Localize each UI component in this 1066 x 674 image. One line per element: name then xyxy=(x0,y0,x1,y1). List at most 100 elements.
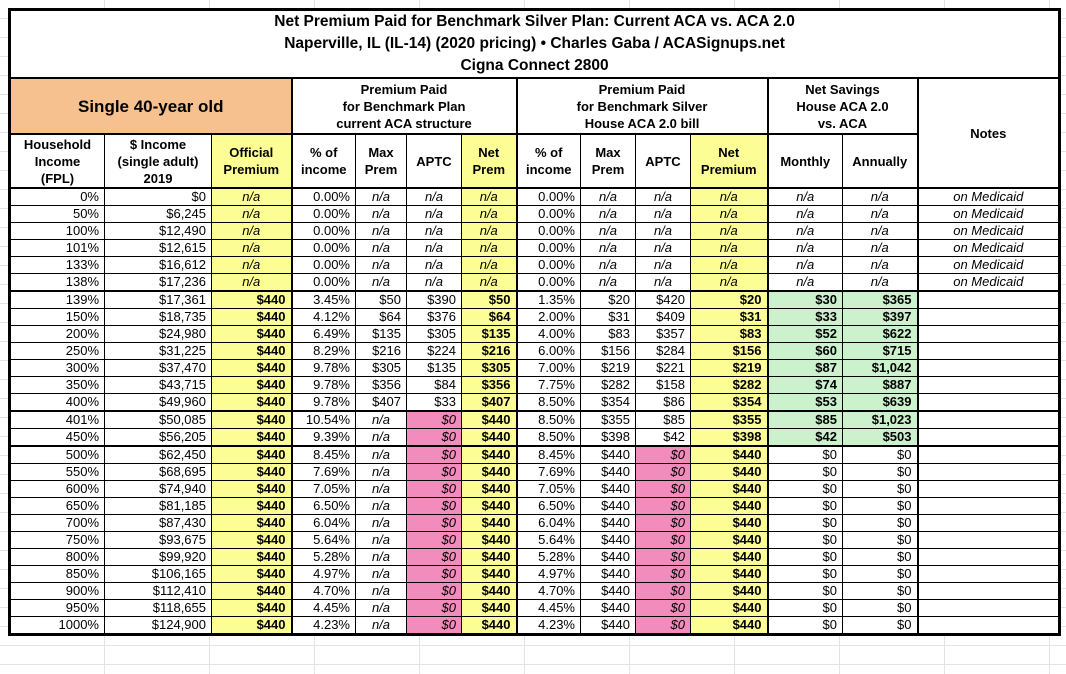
cell: $0 xyxy=(842,599,918,617)
col-header-official-premium: Official Premium xyxy=(211,133,292,189)
cell: $355 xyxy=(580,410,636,429)
cell: n/a xyxy=(355,187,407,206)
cell: 550% xyxy=(9,463,105,481)
table-row: 900% $112,410 $440 4.70% n/a $0 $440 4.70% $440 $… xyxy=(9,582,1061,600)
cell: $440 xyxy=(690,582,768,600)
col-header-income: $ Income (single adult) 2019 xyxy=(104,133,212,189)
cell: $1,023 xyxy=(842,410,918,429)
cell: 100% xyxy=(9,222,105,240)
cell: 400% xyxy=(9,393,105,412)
cell: n/a xyxy=(406,256,462,274)
cell: $440 xyxy=(690,531,768,549)
cell: n/a xyxy=(355,205,407,223)
column-header-row: Household Income (FPL) $ Income (single … xyxy=(9,133,1060,189)
cell: $715 xyxy=(842,342,918,360)
cell: n/a xyxy=(842,187,918,206)
cell: 133% xyxy=(9,256,105,274)
cell: $356 xyxy=(461,376,517,394)
title-line-3: Cigna Connect 2800 xyxy=(460,57,609,74)
cell: $440 xyxy=(690,565,768,583)
cell: n/a xyxy=(461,187,517,206)
cell: $305 xyxy=(406,325,462,343)
cell: $407 xyxy=(355,393,407,412)
cell xyxy=(916,290,1061,309)
cell: n/a xyxy=(766,222,843,240)
cell: $376 xyxy=(406,308,462,326)
cell: n/a xyxy=(355,480,407,498)
cell: 4.45% xyxy=(515,599,581,617)
cell: n/a xyxy=(842,256,918,274)
cell: $74 xyxy=(766,376,843,394)
cell: 4.00% xyxy=(515,325,581,343)
cell: n/a xyxy=(355,497,407,515)
table-row: 200% $24,980 $440 6.49% $135 $305 $135 4.00% $83… xyxy=(9,325,1061,343)
cell: 0.00% xyxy=(515,256,581,274)
cell: $0 xyxy=(406,531,462,549)
premium-comparison-table: Net Premium Paid for Benchmark Silver Pl… xyxy=(8,8,1062,636)
cell: $440 xyxy=(690,463,768,481)
cell: $24,980 xyxy=(104,325,212,343)
cell: n/a xyxy=(635,273,691,292)
cell: $50 xyxy=(461,290,517,309)
cell: 6.50% xyxy=(290,497,356,515)
cell: 0.00% xyxy=(290,205,356,223)
cell: $440 xyxy=(461,599,517,617)
cell: $224 xyxy=(406,342,462,360)
cell: n/a xyxy=(766,239,843,257)
cell xyxy=(916,514,1061,532)
col-header-savings-annually: Annually xyxy=(842,133,918,189)
cell: $305 xyxy=(355,359,407,377)
cell: n/a xyxy=(461,222,517,240)
cell: n/a xyxy=(635,256,691,274)
cell xyxy=(916,616,1061,635)
cell: $0 xyxy=(635,497,691,515)
demographic-header: Single 40-year old xyxy=(9,77,292,135)
cell: 750% xyxy=(9,531,105,549)
cell: 4.23% xyxy=(290,616,356,635)
cell: 9.78% xyxy=(290,359,356,377)
cell: $53 xyxy=(766,393,843,412)
cell: $0 xyxy=(635,582,691,600)
cell: $0 xyxy=(635,480,691,498)
table-row: 700% $87,430 $440 6.04% n/a $0 $440 6.04% $440 $0… xyxy=(9,514,1061,532)
cell: $0 xyxy=(766,616,843,635)
cell: $17,361 xyxy=(104,290,212,309)
cell xyxy=(916,531,1061,549)
cell: n/a xyxy=(766,187,843,206)
cell: n/a xyxy=(580,273,636,292)
cell: n/a xyxy=(355,463,407,481)
cell xyxy=(916,393,1061,412)
cell: n/a xyxy=(355,256,407,274)
table-row: 100% $12,490 n/a 0.00% n/a n/a n/a 0.00% n/a n/a n… xyxy=(9,222,1061,240)
cell: $0 xyxy=(635,599,691,617)
cell: n/a xyxy=(690,256,768,274)
cell: $216 xyxy=(355,342,407,360)
table-row: 50% $6,245 n/a 0.00% n/a n/a n/a 0.00% n/a n/a n/a… xyxy=(9,205,1061,223)
cell: $33 xyxy=(406,393,462,412)
cell: $156 xyxy=(580,342,636,360)
cell: n/a xyxy=(406,222,462,240)
cell: 900% xyxy=(9,582,105,600)
cell: 9.78% xyxy=(290,393,356,412)
cell: n/a xyxy=(461,273,517,292)
cell: $20 xyxy=(580,290,636,309)
cell: 4.70% xyxy=(515,582,581,600)
title-line-1: Net Premium Paid for Benchmark Silver Pl… xyxy=(274,13,795,30)
cell: n/a xyxy=(842,205,918,223)
cell: $440 xyxy=(211,376,292,394)
cell: $355 xyxy=(690,410,768,429)
cell: n/a xyxy=(406,239,462,257)
cell: $0 xyxy=(842,582,918,600)
group-header-net-savings: Net Savings House ACA 2.0 vs. ACA xyxy=(766,77,918,135)
cell: $31,225 xyxy=(104,342,212,360)
cell: 0.00% xyxy=(515,239,581,257)
cell: $216 xyxy=(461,342,517,360)
col-header-notes: Notes xyxy=(916,77,1061,189)
title-block: Net Premium Paid for Benchmark Silver Pl… xyxy=(8,9,1061,79)
cell: $440 xyxy=(461,582,517,600)
cell: $440 xyxy=(580,531,636,549)
cell: $440 xyxy=(211,497,292,515)
cell: 4.97% xyxy=(515,565,581,583)
cell: n/a xyxy=(355,531,407,549)
cell: 10.54% xyxy=(290,410,356,429)
